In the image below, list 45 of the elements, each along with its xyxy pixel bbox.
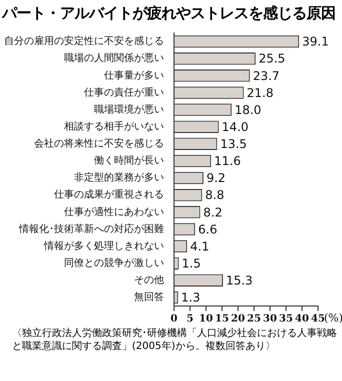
y-tick-label: 仕事の責任が重い — [84, 86, 164, 98]
y-tick-label: 同僚との競争が激しい — [64, 256, 164, 269]
data-label: 8.2 — [203, 205, 222, 220]
y-tick-label: 職場環境が悪い — [94, 103, 164, 116]
data-label: 15.3 — [226, 274, 253, 288]
y-tick-label: 職場の人間関係が悪い — [64, 52, 164, 64]
x-tick-label: 35 — [279, 314, 293, 325]
x-axis-title: (%) — [324, 311, 342, 324]
data-label: 1.3 — [181, 290, 200, 305]
y-tick-label: 自分の雇用の安定性に不安を感じる — [4, 35, 164, 48]
y-tick-label: 情報化･技術革新への対応が困難 — [18, 222, 164, 235]
data-label: 21.8 — [246, 86, 274, 100]
x-tick-label: 40 — [295, 314, 309, 325]
x-tick-label: 45 — [311, 314, 325, 325]
data-label: 23.7 — [252, 68, 280, 83]
x-tick-label: 30 — [263, 314, 277, 325]
y-tick-label: 無回答 — [134, 291, 164, 304]
y-tick-label: 仕事量が多い — [104, 69, 164, 82]
data-label: 4.1 — [190, 239, 210, 254]
y-tick-label: 相談する相手がいない — [64, 120, 164, 132]
x-tick-label: 0 — [170, 314, 178, 325]
data-label: 18.0 — [234, 102, 262, 117]
y-tick-label: 仕事の成果が重視される — [54, 188, 164, 201]
y-tick-label: 会社の将来性に不安を感じる — [34, 138, 164, 150]
y-tick-label: 非定型的業務が多い — [74, 172, 164, 184]
y-tick-label: 情報が多く処理しきれない — [43, 240, 164, 252]
data-label: 14.0 — [222, 120, 249, 134]
data-label: 9.2 — [206, 171, 226, 186]
x-tick-label: 20 — [231, 314, 245, 325]
data-label: 25.5 — [258, 52, 286, 66]
y-tick-label: その他 — [134, 274, 164, 286]
data-label: 1.5 — [182, 256, 201, 270]
y-tick-label: 働く時間が長い — [94, 154, 164, 167]
chart-title: パート・アルバイトが疲れやストレスを感じる原因 — [2, 4, 336, 23]
x-tick-label: 10 — [199, 314, 213, 325]
text: 〈独立行政法人労働政策研究･研修機構「人口減少社会における人事戦略と職業意識に関する調査」(2005年)から。複数回答あり〉 — [12, 327, 338, 353]
data-label: 13.5 — [220, 137, 247, 152]
x-tick-label: 5 — [186, 314, 194, 325]
data-label: 39.1 — [302, 34, 329, 49]
data-label: 8.8 — [205, 188, 224, 202]
x-tick-label: 15 — [215, 314, 229, 325]
data-label: 11.6 — [214, 154, 241, 168]
y-tick-label: 仕事が適性にあわない — [64, 206, 164, 218]
data-label: 6.6 — [198, 222, 218, 236]
x-tick-label: 25 — [247, 314, 261, 325]
